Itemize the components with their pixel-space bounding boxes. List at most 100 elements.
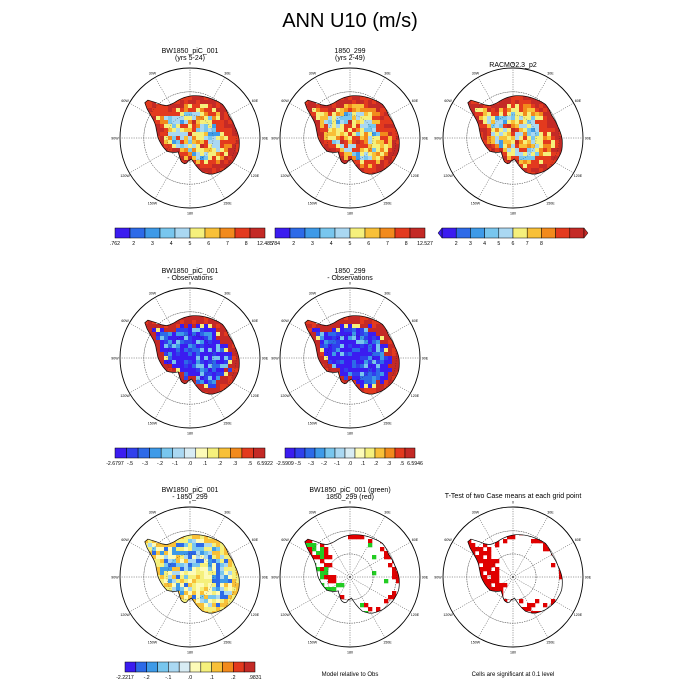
map-cell [352,116,357,121]
map-cell [495,583,500,588]
map-cell [204,603,209,608]
map-cell [543,164,548,169]
map-cell [348,144,353,149]
map-cell [324,108,329,113]
map-cell [204,535,209,540]
map-cell [224,583,229,588]
map-cell [364,100,369,105]
map-cell [519,120,524,125]
map-cell [320,148,325,153]
map-cell [332,148,337,153]
map-cell [340,124,345,129]
map-cell [348,112,353,117]
map-cell [216,144,221,149]
map-cell [236,376,240,381]
map-cell [376,356,381,361]
map-cell [328,112,333,117]
meridian-line [512,137,549,199]
map-cell [503,132,508,137]
map-cell [148,539,153,544]
map-cell [228,356,233,361]
map-cell [144,320,149,325]
colorbar-swatch [146,661,158,673]
panel-5-title: 1850_299 - Observations [290,268,410,282]
map-cell [352,316,357,321]
map-cell [224,152,229,157]
lon-label: 180 [187,651,193,655]
map-cell [152,543,157,548]
map-cell [200,332,205,337]
map-cell [196,120,201,125]
map-cell [368,132,373,137]
map-cell [184,95,189,97]
map-cell [360,340,365,345]
map-cell [208,164,213,169]
map-cell [188,368,193,373]
map-cell [388,563,393,568]
map-cell [376,136,381,141]
map-cell [312,348,317,353]
map-cell [555,148,560,153]
map-cell [216,579,221,584]
map-cell [208,128,213,133]
map-cell [316,567,321,572]
map-cell [196,152,201,157]
map-cell [340,132,345,137]
map-cell [208,583,213,588]
map-cell [216,376,221,381]
map-cell [160,328,165,333]
map-cell [184,539,189,544]
map-cell [152,336,157,341]
meridian-line [452,137,514,174]
map-cell [344,136,349,141]
map-cell [372,144,377,149]
map-cell [164,551,169,556]
map-cell [539,112,544,117]
meridian-line [349,102,411,139]
map-cell [336,140,341,145]
colorbar-swatch [379,227,396,239]
map-cell [364,360,369,365]
map-cell [535,140,540,145]
map-cell [212,328,217,333]
map-cell [216,116,221,121]
latitude-circle-overlay [166,334,214,382]
map-cell [376,104,381,109]
colorbar-tick-label: 8 [540,241,543,247]
map-cell [543,547,548,552]
map-cell [368,124,373,129]
map-cell [164,120,169,125]
lon-label: 120W [280,613,290,617]
map-cell [200,599,205,604]
map-cell [332,136,337,141]
lon-label: 30E [384,511,391,515]
map-cell [224,587,229,592]
map-cell [184,156,189,161]
map-cell [204,384,209,389]
panel-7-title-line-1: BW1850_piC_001 (green) [309,487,391,494]
map-cell [208,132,213,137]
map-cell [372,348,377,353]
map-cell [184,571,189,576]
map-cell [364,116,369,121]
map-cell [344,320,349,325]
map-cell [364,315,369,317]
colorbar-swatch [364,447,376,459]
lon-label: 0 [189,501,191,505]
meridian-line [154,357,191,419]
map-cell [208,152,213,157]
map-cell [491,108,496,113]
map-cell [523,152,528,157]
colorbar-tick-label: 3 [311,241,314,247]
lon-label: 120E [251,613,260,617]
map-cell [344,380,349,385]
map-cell [196,599,201,604]
lon-label: 120W [120,613,130,617]
colorbar-swatch [241,447,254,459]
map-cell [527,164,532,169]
map-cell [200,152,205,157]
map-cell [164,559,169,564]
colorbar-swatch [384,447,396,459]
colorbar-swatch [230,447,243,459]
colorbar-tick-label: .784 [270,241,280,247]
